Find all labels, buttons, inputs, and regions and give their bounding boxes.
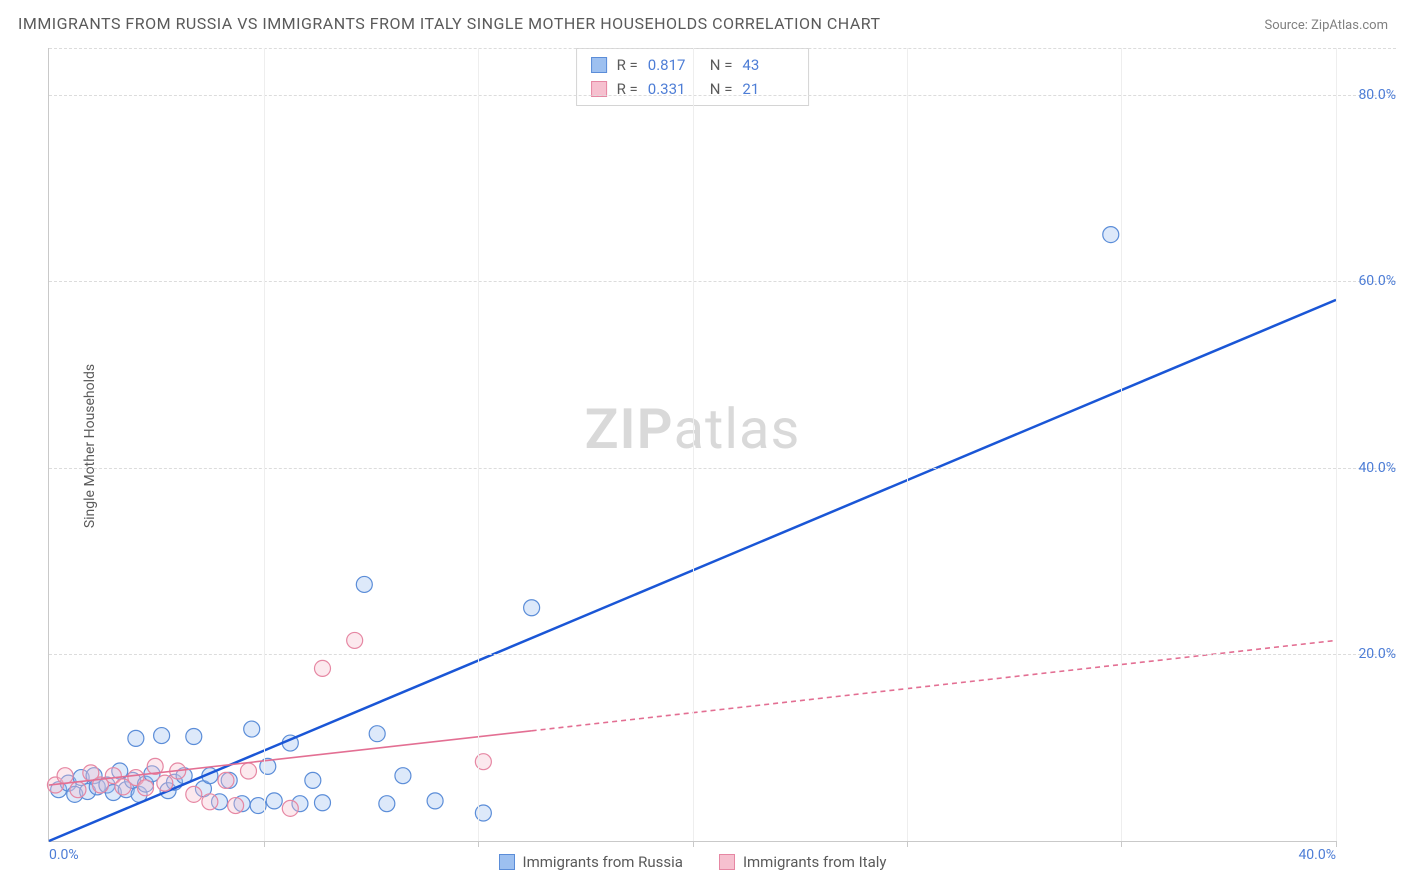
scatter-point [427, 793, 443, 809]
scatter-point [154, 728, 170, 744]
scatter-point [157, 775, 173, 791]
x-tick [907, 841, 908, 847]
scatter-point [240, 763, 256, 779]
scatter-point [244, 721, 260, 737]
scatter-point [202, 794, 218, 810]
legend-r-label: R = [617, 77, 638, 101]
y-tick-label: 40.0% [1358, 460, 1396, 476]
x-tick [478, 841, 479, 847]
legend-swatch [499, 854, 515, 870]
y-tick-label: 20.0% [1358, 646, 1396, 662]
scatter-point [186, 729, 202, 745]
series-legend-item: Immigrants from Russia [499, 853, 683, 871]
legend-n-value: 21 [742, 77, 794, 101]
scatter-point [1103, 227, 1119, 243]
gridline-horizontal [49, 48, 1396, 49]
y-tick-label: 60.0% [1358, 273, 1396, 289]
legend-n-label: N = [710, 77, 733, 101]
gridline-vertical [264, 48, 265, 841]
gridline-vertical [693, 48, 694, 841]
legend-swatch [591, 57, 607, 73]
scatter-point [70, 782, 86, 798]
series-legend-label: Immigrants from Russia [523, 853, 683, 871]
scatter-point [356, 576, 372, 592]
gridline-horizontal [49, 654, 1396, 655]
gridline-horizontal [49, 95, 1396, 96]
x-tick [264, 841, 265, 847]
series-legend: Immigrants from Russia Immigrants from It… [499, 853, 887, 871]
scatter-point [305, 772, 321, 788]
x-tick [1336, 841, 1337, 847]
scatter-point [314, 795, 330, 811]
x-axis-end-label: 40.0% [1298, 847, 1336, 863]
legend-r-label: R = [617, 53, 638, 77]
gridline-horizontal [49, 281, 1396, 282]
gridline-horizontal [49, 468, 1396, 469]
series-legend-item: Immigrants from Italy [719, 853, 887, 871]
series-legend-label: Immigrants from Italy [743, 853, 887, 871]
scatter-point [347, 632, 363, 648]
legend-n-value: 43 [742, 53, 794, 77]
scatter-point [138, 780, 154, 796]
y-tick-label: 80.0% [1358, 87, 1396, 103]
scatter-point [395, 768, 411, 784]
scatter-point [379, 796, 395, 812]
scatter-point [186, 786, 202, 802]
gridline-vertical [1121, 48, 1122, 841]
gridline-vertical [907, 48, 908, 841]
chart-container: IMMIGRANTS FROM RUSSIA VS IMMIGRANTS FRO… [0, 0, 1406, 892]
gridline-vertical [1336, 48, 1337, 841]
x-tick [1121, 841, 1122, 847]
scatter-point [314, 660, 330, 676]
scatter-point [57, 768, 73, 784]
source-attribution: Source: ZipAtlas.com [1264, 18, 1388, 33]
scatter-point [128, 730, 144, 746]
legend-n-label: N = [710, 53, 733, 77]
scatter-point [282, 800, 298, 816]
scatter-point [218, 772, 234, 788]
x-tick [693, 841, 694, 847]
scatter-point [524, 600, 540, 616]
plot-area: ZIPatlas R =0.817N =43R =0.331N =21 Immi… [48, 48, 1336, 842]
gridline-vertical [478, 48, 479, 841]
scatter-point [228, 798, 244, 814]
scatter-point [266, 793, 282, 809]
scatter-point [369, 726, 385, 742]
chart-title: IMMIGRANTS FROM RUSSIA VS IMMIGRANTS FRO… [18, 14, 881, 33]
x-axis-origin-label: 0.0% [49, 847, 79, 863]
legend-swatch [719, 854, 735, 870]
